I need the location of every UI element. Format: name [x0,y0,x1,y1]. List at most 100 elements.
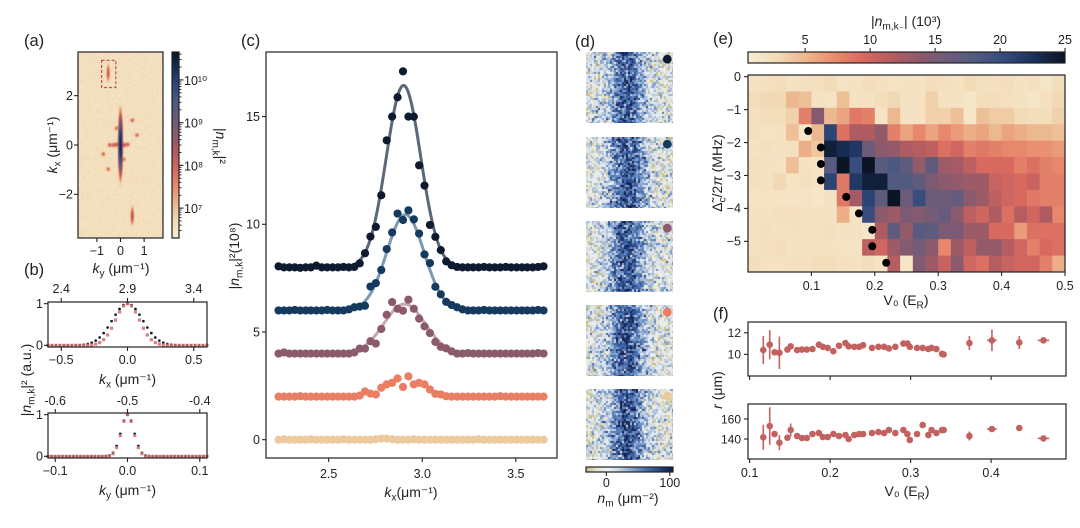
data-point [111,452,115,456]
heatmap-cell [976,124,990,142]
heatmap-cell [1039,239,1053,256]
heatmap-cell [988,222,1002,240]
x-tick-label: 0.0 [119,353,136,367]
heatmap-cell [849,173,863,191]
heatmap-cell [849,75,863,92]
heatmap-cell [773,239,787,256]
data-point [425,258,435,268]
heatmap-cell [912,91,926,109]
y-tick-label: 0 [36,450,43,464]
heatmap-cell [1014,206,1028,224]
panel-a-ylabel: kx (μm⁻¹) [44,116,64,173]
x-tick-label: 3.4 [185,282,202,296]
data-point [388,297,397,307]
y-tick-label: 140 [721,432,741,446]
heatmap-cell [1026,140,1041,158]
data-point [371,279,380,288]
x-tick-label: -0.4 [189,394,211,408]
data-point [830,430,837,438]
data-point [919,421,926,429]
heatmap-cell [748,189,762,207]
data-point [892,343,899,351]
heatmap-cell [950,173,964,191]
heatmap-cell [950,222,964,240]
heatmap-cell [874,91,888,109]
data-point [157,342,161,346]
data-point [162,454,166,458]
threshold-marker [804,127,813,136]
heatmap-cell [824,124,838,142]
panel-e-xlabel: V₀ (ER) [884,292,929,312]
y-tick-label: −1 [727,103,741,117]
heatmap-cell [1039,140,1053,158]
heatmap-cell [773,222,787,240]
heatmap-cell [887,124,901,142]
x-tick-label: 0.5 [185,353,202,367]
heatmap-cell [900,140,914,158]
data-point [766,341,774,348]
y-tick-label: 0 [66,138,73,152]
heatmap-cell [1014,140,1028,158]
heatmap-cell [1052,91,1066,109]
heatmap-cell [950,255,964,273]
heatmap-cell [862,91,876,109]
data-point [360,249,370,258]
heatmap-cell [1052,206,1066,224]
heatmap-cell [887,140,901,158]
panel-label-e: (e) [713,30,733,48]
x-tick-label: 1 [141,244,148,258]
heatmap-cell [836,75,850,92]
heatmap-cell [760,189,774,207]
heatmap-cell [938,124,952,142]
heatmap-cell [988,140,1002,158]
heatmap-cell [824,189,838,207]
fit-curve [277,83,546,269]
heatmap-cell [811,239,825,256]
data-point [129,304,134,308]
x-tick-label: 0.2 [866,279,883,293]
heatmap-cell [824,107,838,125]
data-point [830,347,837,355]
data-point [58,343,62,347]
heatmap-cell [811,189,825,207]
panel-d-colorbar-label: nm (μm⁻²) [597,490,658,510]
heatmap-cell [874,239,888,256]
data-point [928,426,935,434]
data-point [169,454,173,458]
heatmap-cell [798,157,812,174]
heatmap-cell [786,124,800,142]
data-point [122,419,126,423]
threshold-marker [816,143,825,152]
heatmap-cell [760,173,774,191]
data-point [68,454,72,458]
heatmap-cell [773,173,787,191]
heatmap-cell [748,157,762,174]
data-point [190,454,195,458]
y-tick-label: 1 [36,408,43,422]
data-point [892,429,899,437]
heatmap-cell [976,173,990,191]
heatmap-cell [824,157,838,174]
data-point [409,304,418,313]
y-tick-label: −2 [727,136,741,150]
heatmap-cell [1052,124,1066,142]
heatmap-cell [925,189,939,207]
panel-label-b: (b) [24,261,44,279]
heatmap-cell [938,75,952,92]
heatmap-cell [773,107,787,125]
panel-c-ylabel: |nm,k|²(10⁸) [226,223,246,290]
heatmap-cell [988,75,1002,92]
heatmap-cell [988,124,1002,142]
heatmap-cell [1026,239,1041,256]
heatmap-cell [811,91,825,109]
panel-c-frame [265,51,558,459]
heatmap-cell [874,222,888,240]
heatmap-cell [760,75,774,92]
data-point [138,313,141,317]
heatmap-cell [836,107,850,125]
data-point [771,348,778,356]
x-tick-label: 0.1 [191,464,208,478]
x-tick-label: 3.5 [507,467,524,481]
roi-dashed-box [101,59,117,89]
data-point [366,232,375,241]
